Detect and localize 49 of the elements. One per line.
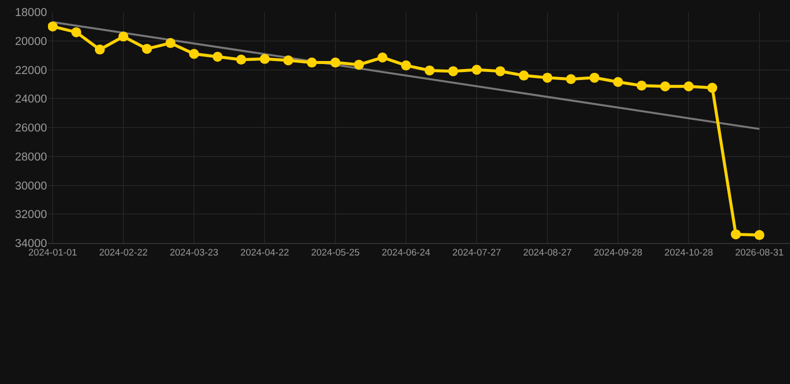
- y-tick-label: 18000: [15, 7, 47, 20]
- point: [636, 80, 647, 91]
- y-tick-label: 32000: [15, 209, 47, 222]
- point: [472, 64, 482, 75]
- y-tick-label: 26000: [15, 122, 47, 135]
- x-tick-label: 2024-10-28: [664, 247, 714, 258]
- x-tick-label: 2024-06-24: [382, 247, 430, 258]
- x-tick-label: 2024-04-22: [240, 247, 290, 258]
- y-tick-label: 20000: [15, 36, 47, 48]
- y-tick-label: 22000: [15, 64, 47, 77]
- point: [330, 58, 340, 68]
- point: [118, 32, 128, 42]
- point: [283, 55, 294, 66]
- x-tick-label: 2024-08-27: [523, 247, 572, 258]
- point: [613, 77, 624, 88]
- point: [189, 48, 200, 59]
- point: [754, 230, 764, 240]
- y-tick-label: 24000: [15, 94, 47, 106]
- point: [260, 54, 270, 64]
- y-tick-label: 30000: [15, 180, 47, 192]
- x-tick-label: 2026-08-31: [735, 247, 784, 258]
- point: [542, 72, 552, 83]
- point: [660, 81, 670, 92]
- point: [589, 72, 600, 83]
- point: [71, 27, 82, 38]
- point: [94, 44, 105, 55]
- point: [354, 60, 364, 70]
- point: [48, 21, 58, 32]
- point: [495, 66, 506, 76]
- y-tick-label: 28000: [15, 151, 47, 164]
- point: [424, 65, 435, 76]
- point: [401, 60, 412, 70]
- x-tick-label: 2024-09-28: [594, 247, 642, 258]
- point: [236, 54, 246, 65]
- point: [448, 66, 458, 76]
- point: [142, 44, 152, 54]
- point: [518, 70, 529, 81]
- point: [707, 82, 718, 93]
- point: [684, 81, 694, 92]
- x-tick-label: 2024-05-25: [311, 247, 360, 258]
- x-tick-label: 2024-07-27: [452, 247, 502, 258]
- x-tick-label: 2024-03-23: [170, 247, 218, 258]
- point: [212, 52, 223, 62]
- point: [730, 229, 741, 240]
- point: [306, 58, 317, 68]
- point: [377, 52, 388, 62]
- x-tick-label: 2024-02-22: [99, 247, 148, 258]
- point: [165, 38, 176, 48]
- point: [566, 74, 576, 84]
